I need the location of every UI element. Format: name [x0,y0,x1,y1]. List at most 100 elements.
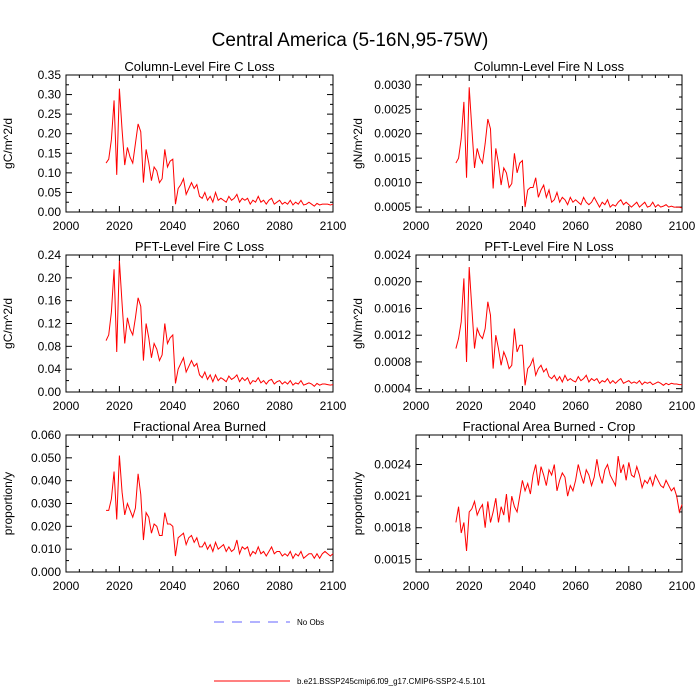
x-tick-label: 2000 [53,579,80,593]
panel-3: PFT-Level Fire C Loss 2000 2020 2040 2060 208… [1,239,347,413]
panel-frame [65,434,334,573]
y-axis-label: gC/m^2/d [1,298,15,349]
y-tick-label: 0.0005 [374,200,411,214]
series-line [105,88,334,207]
y-tick-label: 0.0020 [374,275,411,289]
y-tick-label: 0.0030 [374,78,411,92]
y-tick-label: 0.00 [38,385,62,399]
x-tick-label: 2080 [615,579,642,593]
x-tick-label: 2040 [159,399,186,413]
x-tick-label: 2100 [320,219,347,233]
y-tick-label: 0.030 [31,497,61,511]
y-tick-label: 0.12 [38,317,62,331]
series-line [105,260,334,387]
x-tick-label: 2060 [562,579,589,593]
y-tick-label: 0.050 [31,451,61,465]
x-tick-label: 2020 [456,399,483,413]
y-tick-label: 0.0004 [374,382,411,396]
y-tick-label: 0.0025 [374,102,411,116]
x-tick-label: 2020 [106,399,133,413]
y-axis-label: gN/m^2/d [351,298,365,349]
x-tick-label: 2100 [320,399,347,413]
panel-title: PFT-Level Fire C Loss [135,239,265,254]
x-tick-label: 2100 [669,399,696,413]
x-tick-label: 2040 [509,579,536,593]
y-axis-label: proportion/y [1,472,15,535]
y-axis-label: proportion/y [351,472,365,535]
y-tick-label: 0.0015 [374,552,411,566]
x-tick-label: 2100 [669,579,696,593]
y-tick-label: 0.0024 [374,458,411,472]
x-tick-label: 2040 [509,219,536,233]
panel-title: Column-Level Fire N Loss [474,59,625,74]
y-tick-label: 0.25 [38,107,62,121]
x-tick-label: 2000 [403,219,430,233]
panel-2: Column-Level Fire N Loss 2000 2020 2040 2060… [351,59,696,233]
panel-frame [415,254,683,393]
y-tick-label: 0.30 [38,88,62,102]
panel-5: Fractional Area Burned 2000 2020 2040 2060 20… [1,419,347,593]
x-tick-label: 2020 [456,219,483,233]
panel-1: Column-Level Fire C Loss 2000 2020 2040 2060… [1,59,347,233]
x-tick-label: 2100 [320,579,347,593]
y-tick-label: 0.060 [31,428,61,442]
y-tick-label: 0.04 [38,362,62,376]
y-tick-label: 0.05 [38,185,62,199]
y-tick-label: 0.040 [31,474,61,488]
y-tick-label: 0.0020 [374,127,411,141]
legend: No Obs b.e21.BSSP245cmip6.f09_g17.CMIP6-… [214,618,486,686]
legend-model-label: b.e21.BSSP245cmip6.f09_g17.CMIP6-SSP2-4.… [297,677,486,686]
y-tick-label: 0.08 [38,339,62,353]
y-tick-label: 0.0018 [374,521,411,535]
x-tick-label: 2000 [53,219,80,233]
series-line [455,266,682,386]
y-tick-label: 0.0015 [374,151,411,165]
y-tick-label: 0.20 [38,127,62,141]
x-tick-label: 2080 [615,219,642,233]
x-tick-label: 2020 [106,219,133,233]
x-tick-label: 2020 [106,579,133,593]
series-line [455,456,683,551]
y-axis-label: gC/m^2/d [1,118,15,169]
panel-title: Fractional Area Burned - Crop [463,419,636,434]
y-tick-label: 0.15 [38,146,62,160]
main-title: Central America (5-16N,95-75W) [212,30,489,51]
panels: Column-Level Fire C Loss 2000 2020 2040 2060… [1,59,696,593]
x-tick-label: 2040 [159,219,186,233]
panel-frame [65,254,334,393]
x-tick-label: 2060 [562,219,589,233]
x-tick-label: 2100 [669,219,696,233]
x-tick-label: 2000 [403,579,430,593]
x-tick-label: 2080 [266,579,293,593]
y-tick-label: 0.24 [38,248,62,262]
x-tick-label: 2080 [266,399,293,413]
panel-title: Fractional Area Burned [133,419,266,434]
x-tick-label: 2000 [53,399,80,413]
panel-6: Fractional Area Burned - Crop 2000 2020 204… [351,419,696,593]
y-tick-label: 0.0008 [374,355,411,369]
y-tick-label: 0.35 [38,68,62,82]
y-tick-label: 0.0024 [374,248,411,262]
x-tick-label: 2040 [509,399,536,413]
series-line [455,87,683,209]
y-tick-label: 0.0010 [374,176,411,190]
panel-4: PFT-Level Fire N Loss 2000 2020 2040 2060 208… [351,239,696,413]
y-tick-label: 0.000 [31,565,61,579]
x-tick-label: 2060 [213,579,240,593]
x-tick-label: 2060 [213,399,240,413]
y-tick-label: 0.020 [31,519,61,533]
y-tick-label: 0.00 [38,205,62,219]
x-tick-label: 2020 [456,579,483,593]
panel-title: Column-Level Fire C Loss [124,59,275,74]
y-tick-label: 0.0021 [374,489,411,503]
x-tick-label: 2080 [266,219,293,233]
panel-title: PFT-Level Fire N Loss [484,239,614,254]
x-tick-label: 2040 [159,579,186,593]
y-axis-label: gN/m^2/d [351,118,365,169]
y-tick-label: 0.16 [38,294,62,308]
x-tick-label: 2080 [615,399,642,413]
y-tick-label: 0.10 [38,166,62,180]
x-tick-label: 2000 [403,399,430,413]
panel-frame [415,434,683,573]
y-tick-label: 0.0016 [374,301,411,315]
